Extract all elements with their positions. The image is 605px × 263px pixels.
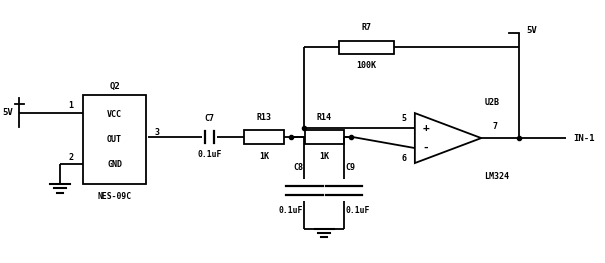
- Text: 5: 5: [402, 114, 407, 123]
- Text: R7: R7: [362, 23, 371, 32]
- Text: -: -: [422, 143, 429, 153]
- Text: 6: 6: [402, 154, 407, 163]
- Text: 100K: 100K: [356, 61, 376, 70]
- Text: 1: 1: [68, 102, 73, 110]
- Text: +: +: [422, 123, 429, 133]
- Text: 0.1uF: 0.1uF: [279, 206, 303, 215]
- Bar: [244, 130, 284, 144]
- Text: C9: C9: [345, 163, 356, 171]
- Text: IN-1: IN-1: [573, 134, 595, 143]
- Bar: [83, 95, 146, 184]
- Text: 1K: 1K: [319, 152, 329, 161]
- Text: R13: R13: [257, 113, 272, 122]
- Text: R14: R14: [317, 113, 332, 122]
- Text: NES-09C: NES-09C: [97, 192, 132, 201]
- Text: 0.1uF: 0.1uF: [345, 206, 370, 215]
- Text: VCC: VCC: [107, 110, 122, 119]
- Text: 5V: 5V: [526, 26, 537, 35]
- Text: U2B: U2B: [484, 98, 499, 107]
- Text: 5V: 5V: [2, 108, 13, 117]
- Text: 3: 3: [155, 128, 160, 136]
- Text: 2: 2: [68, 153, 73, 162]
- Text: GND: GND: [107, 160, 122, 169]
- Bar: [305, 130, 344, 144]
- Text: LM324: LM324: [484, 172, 509, 181]
- Text: 7: 7: [492, 122, 497, 131]
- Text: 1K: 1K: [259, 152, 269, 161]
- Text: C8: C8: [293, 163, 303, 171]
- Text: Q2: Q2: [109, 82, 120, 91]
- Text: 0.1uF: 0.1uF: [197, 150, 222, 159]
- Text: C7: C7: [204, 114, 215, 123]
- Bar: [339, 41, 394, 54]
- Text: OUT: OUT: [107, 135, 122, 144]
